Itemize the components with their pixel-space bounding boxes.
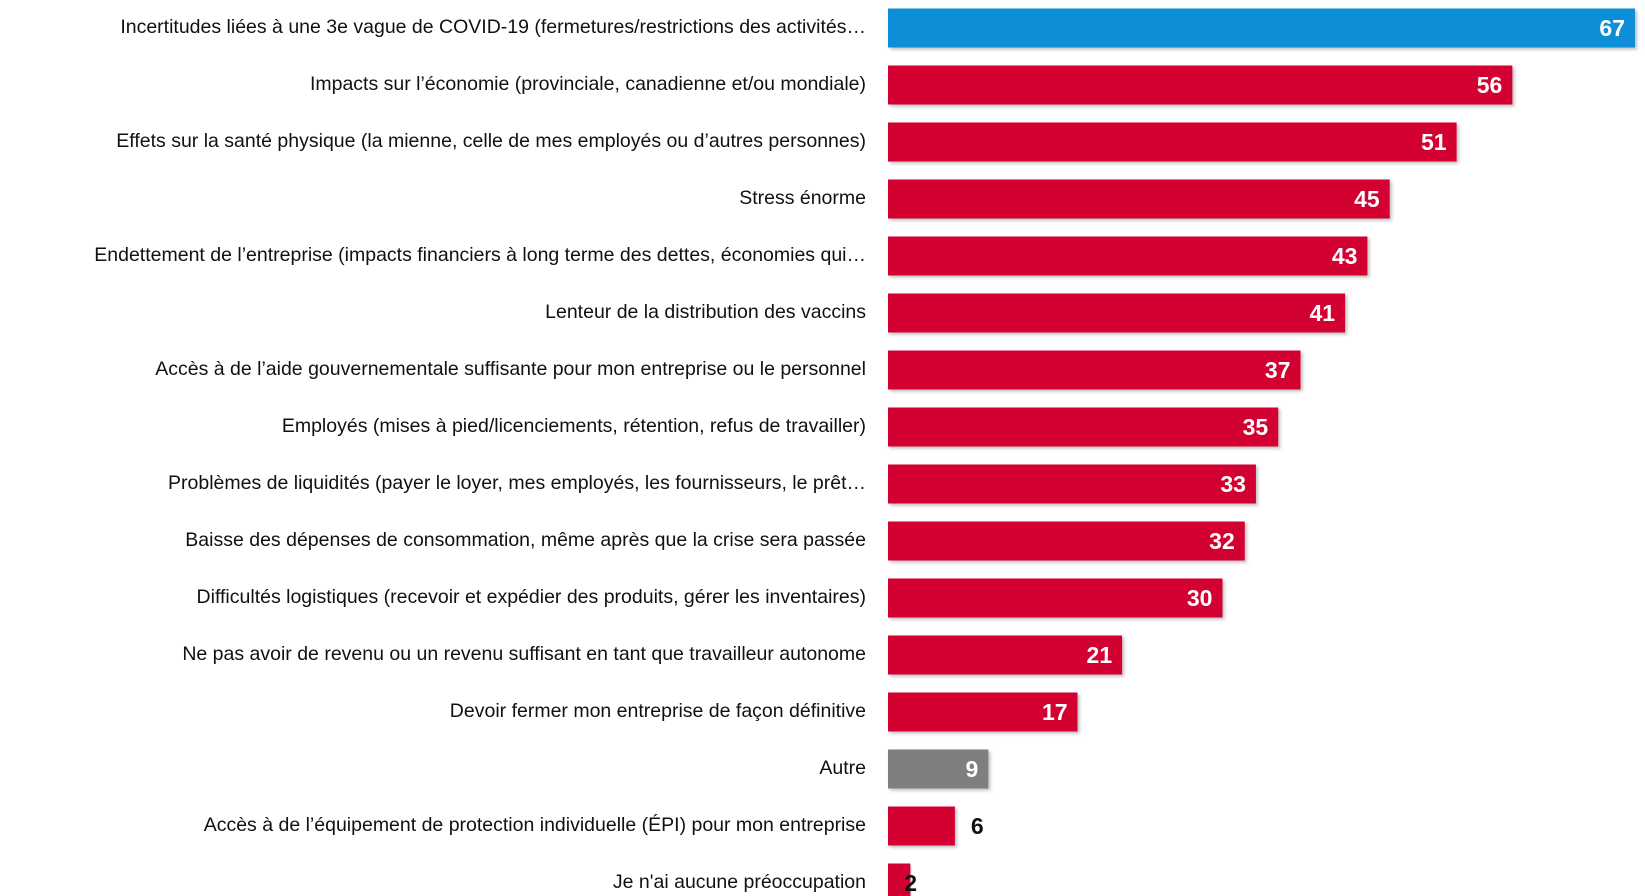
bar [888, 521, 1245, 561]
value-label: 35 [1243, 414, 1269, 440]
category-label: Devoir fermer mon entreprise de façon dé… [450, 700, 866, 722]
category-label: Lenteur de la distribution des vaccins [545, 301, 866, 323]
bar [888, 749, 989, 789]
value-label: 2 [904, 870, 917, 896]
category-label: Incertitudes liées à une 3e vague de COV… [120, 16, 866, 38]
value-label: 67 [1599, 15, 1625, 41]
bar [888, 236, 1368, 276]
bar [888, 179, 1390, 219]
category-label: Autre [819, 757, 866, 779]
category-label: Difficultés logistiques (recevoir et exp… [197, 586, 866, 608]
value-label: 17 [1042, 699, 1068, 725]
category-label: Je n'ai aucune préoccupation [613, 871, 866, 893]
category-label: Ne pas avoir de revenu ou un revenu suff… [182, 643, 866, 665]
value-label: 30 [1187, 585, 1213, 611]
value-label: 33 [1220, 471, 1246, 497]
value-label: 9 [966, 756, 979, 782]
bar [888, 635, 1123, 675]
bar [888, 464, 1256, 504]
category-label: Stress énorme [739, 187, 866, 209]
value-label: 43 [1332, 243, 1358, 269]
value-label: 32 [1209, 528, 1235, 554]
category-label: Baisse des dépenses de consommation, mêm… [185, 529, 866, 551]
value-label: 45 [1354, 186, 1380, 212]
value-label: 37 [1265, 357, 1291, 383]
bar [888, 65, 1513, 105]
bar [888, 407, 1279, 447]
value-label: 56 [1477, 72, 1503, 98]
value-label: 41 [1310, 300, 1336, 326]
bar [888, 578, 1223, 618]
category-label: Endettement de l’entreprise (impacts fin… [94, 244, 866, 266]
value-label: 21 [1087, 642, 1113, 668]
category-label: Accès à de l’aide gouvernementale suffis… [155, 358, 866, 380]
bar [888, 8, 1635, 48]
bar [888, 293, 1346, 333]
category-label: Impacts sur l’économie (provinciale, can… [310, 73, 866, 95]
bar [888, 806, 955, 846]
bar [888, 863, 911, 896]
value-label: 51 [1421, 129, 1447, 155]
category-label: Effets sur la santé physique (la mienne,… [116, 130, 866, 152]
category-label: Problèmes de liquidités (payer le loyer,… [168, 472, 866, 494]
category-label: Employés (mises à pied/licenciements, ré… [282, 415, 866, 437]
value-label: 6 [971, 813, 984, 839]
category-label: Accès à de l’équipement de protection in… [204, 813, 866, 836]
bar [888, 350, 1301, 390]
bar [888, 692, 1078, 732]
bar [888, 122, 1457, 162]
